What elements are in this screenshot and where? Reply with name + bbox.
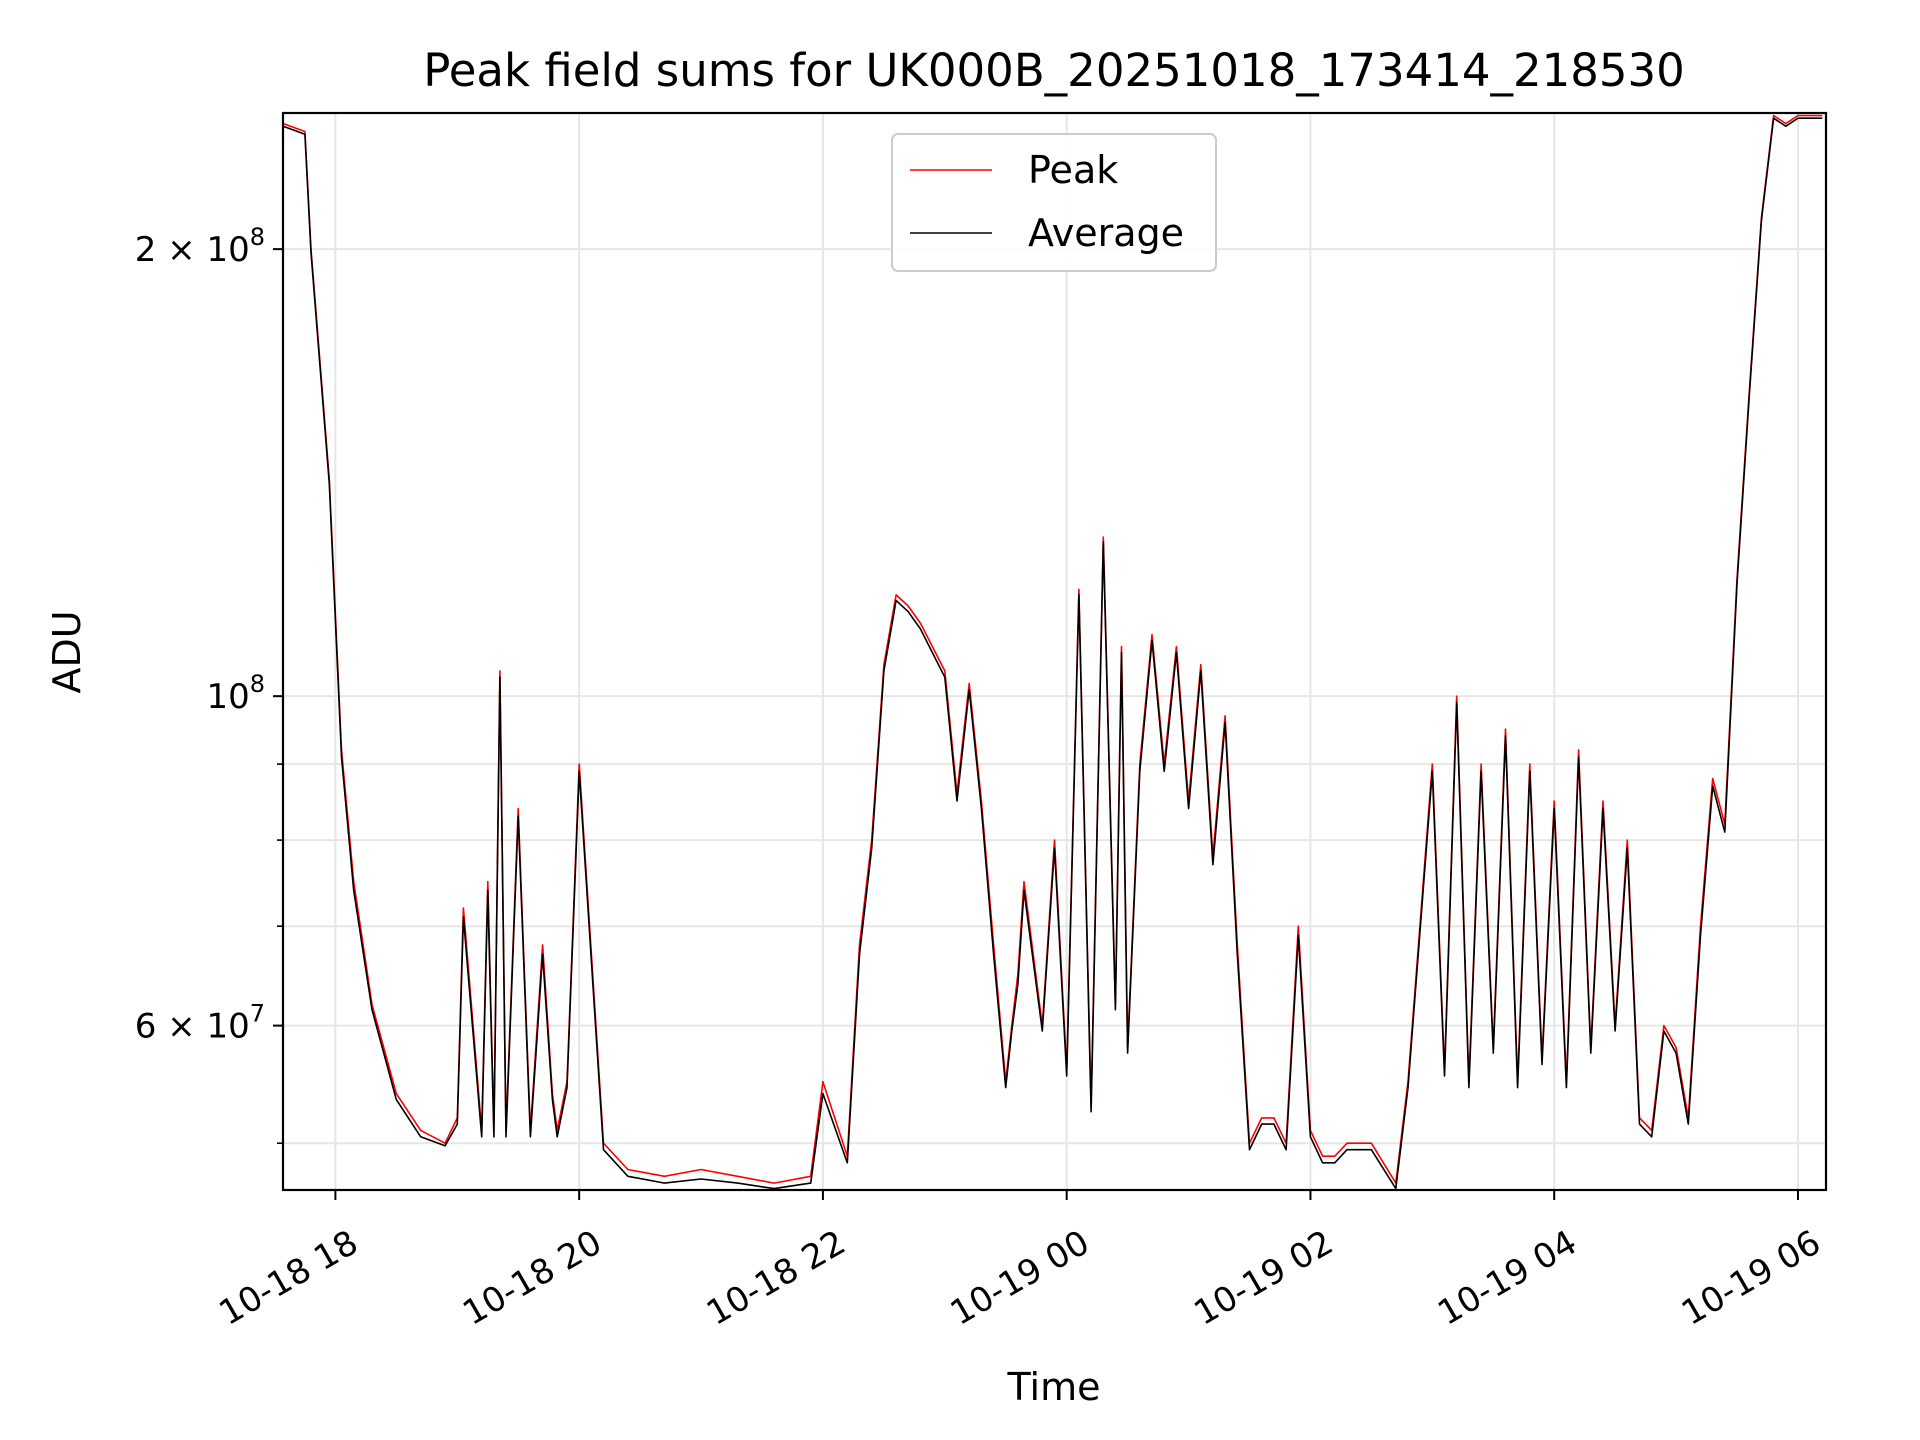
plot-lines <box>282 114 1823 1190</box>
legend-peak-label: Peak <box>1028 148 1118 192</box>
legend-average-label: Average <box>1028 211 1184 255</box>
chart-title: Peak field sums for UK000B_20251018_1734… <box>423 44 1685 97</box>
y-tick-label: 108 <box>206 670 265 717</box>
legend: Peak Average <box>891 133 1217 272</box>
y-axis: 2 × 108 108 6 × 107 <box>135 223 283 1144</box>
axes-frame <box>281 111 1828 1192</box>
x-axis-label: Time <box>1007 1365 1101 1409</box>
y-tick-label: 6 × 107 <box>135 1000 265 1047</box>
y-tick-label: 2 × 108 <box>135 223 265 270</box>
series-line-average <box>282 117 1823 1190</box>
y-axis-label: ADU <box>45 610 89 693</box>
legend-box <box>891 133 1217 272</box>
